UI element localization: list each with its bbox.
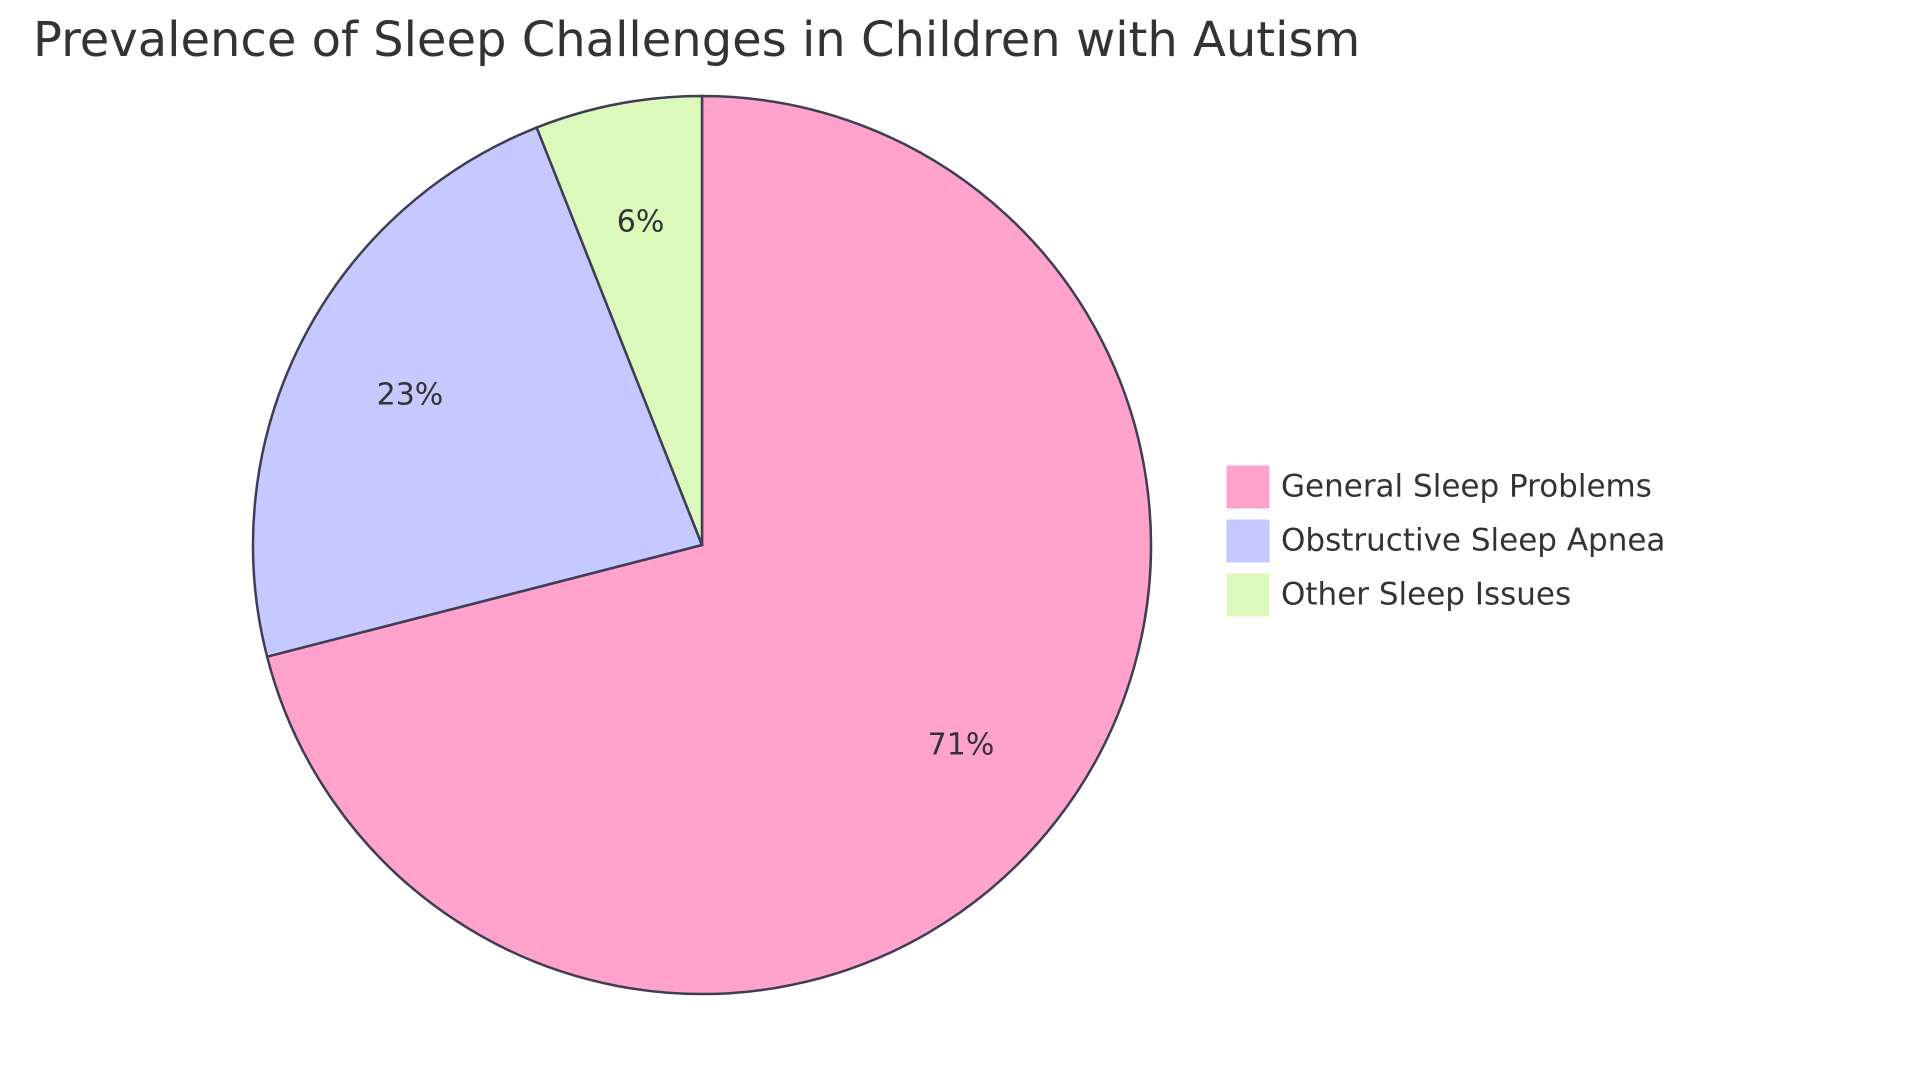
slice-label: 71% [928,727,995,762]
legend-label: Obstructive Sleep Apnea [1281,523,1665,559]
pie-slice [251,125,704,659]
legend-swatch [1225,518,1271,564]
legend-label: Other Sleep Issues [1281,577,1571,613]
legend-swatch [1225,572,1271,618]
slice-label: 6% [617,205,665,240]
pie-slice [535,94,704,546]
legend-label: General Sleep Problems [1281,469,1652,505]
chart-title: Prevalence of Sleep Challenges in Childr… [33,12,1360,68]
pie-slice [265,94,1153,996]
legend-swatch [1225,464,1271,510]
slice-label: 23% [377,378,444,413]
